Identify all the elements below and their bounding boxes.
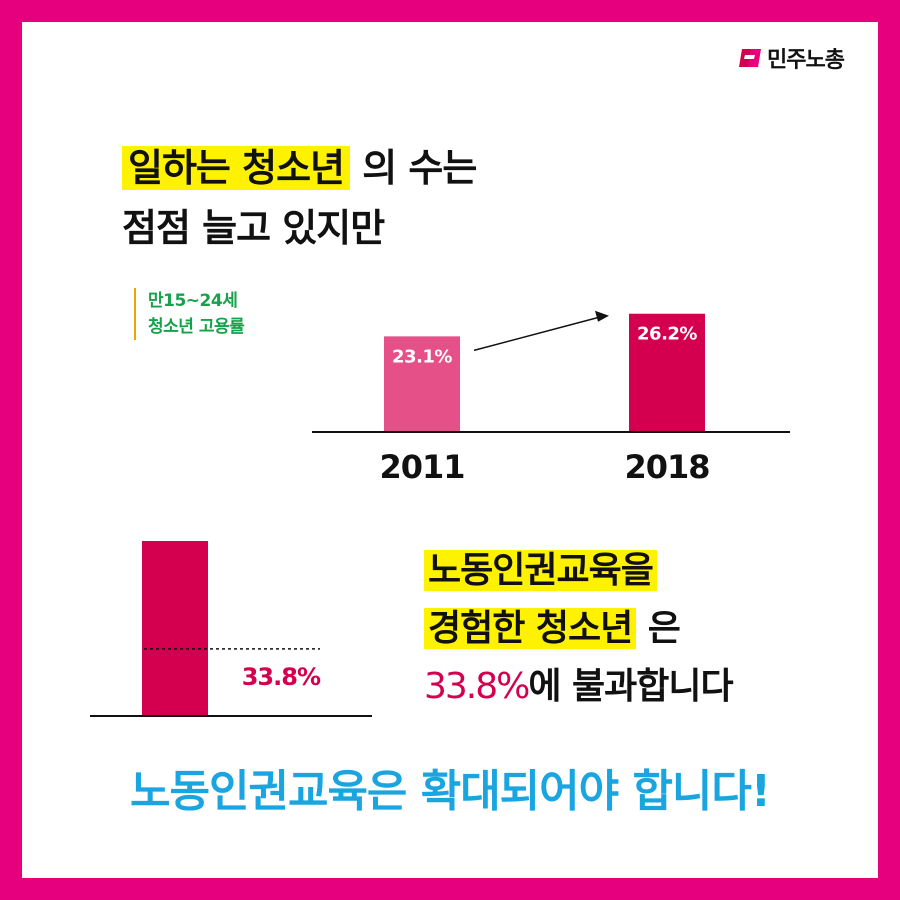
statement-highlight-2: 경험한 청소년 — [424, 608, 637, 649]
employment-rate-label: 만15~24세 청소년 고용률 — [134, 288, 245, 340]
bar-2011 — [384, 336, 460, 432]
brand-logo: 민주노총 — [739, 42, 845, 74]
statement-line3-rest: 에 불과합니다 — [528, 666, 733, 707]
education-bar — [142, 541, 208, 716]
statement-line2-rest: 은 — [636, 608, 681, 649]
statement-line3: 33.8%에 불과합니다 — [424, 658, 734, 716]
statement: 노동인권교육을 경험한 청소년 은 33.8%에 불과합니다 — [424, 542, 734, 716]
statement-percentage: 33.8% — [424, 666, 530, 707]
education-rate-chart: 33.8% — [90, 541, 372, 717]
headline: 일하는 청소년 의 수는 점점 늘고 있지만 — [122, 138, 477, 258]
x-tick-2018: 2018 — [624, 448, 709, 486]
bar-value-label-2011: 23.1% — [392, 346, 452, 367]
headline-highlight: 일하는 청소년 — [122, 146, 350, 190]
increase-arrowhead — [595, 310, 609, 322]
bar-2018 — [629, 313, 705, 432]
statement-highlight-1: 노동인권교육을 — [424, 550, 657, 591]
bar-value-label-2018: 26.2% — [637, 324, 697, 345]
increase-arrow — [473, 316, 602, 352]
brand-name: 민주노총 — [767, 48, 845, 73]
employment-rate-label-line1: 만15~24세 — [148, 291, 238, 311]
headline-line1-rest: 의 수는 — [350, 146, 477, 190]
call-to-action: 노동인권교육은 확대되어야 합니다! — [130, 766, 771, 817]
employment-rate-label-line2: 청소년 고용률 — [148, 317, 245, 337]
statement-line2: 경험한 청소년 은 — [424, 600, 733, 658]
employment-rate-chart: 23.1% 2011 26.2% 2018 — [312, 310, 790, 486]
headline-line2: 점점 늘고 있지만 — [122, 206, 385, 250]
card-frame: 민주노총 일하는 청소년 의 수는 점점 늘고 있지만 만15~24세 청소년 … — [22, 22, 878, 878]
x-tick-2011: 2011 — [379, 448, 464, 486]
statement-line1: 노동인권교육을 — [424, 542, 733, 600]
flag-icon — [739, 49, 762, 67]
education-value-label: 33.8% — [242, 663, 321, 691]
headline-line1: 일하는 청소년 의 수는 — [122, 138, 477, 198]
